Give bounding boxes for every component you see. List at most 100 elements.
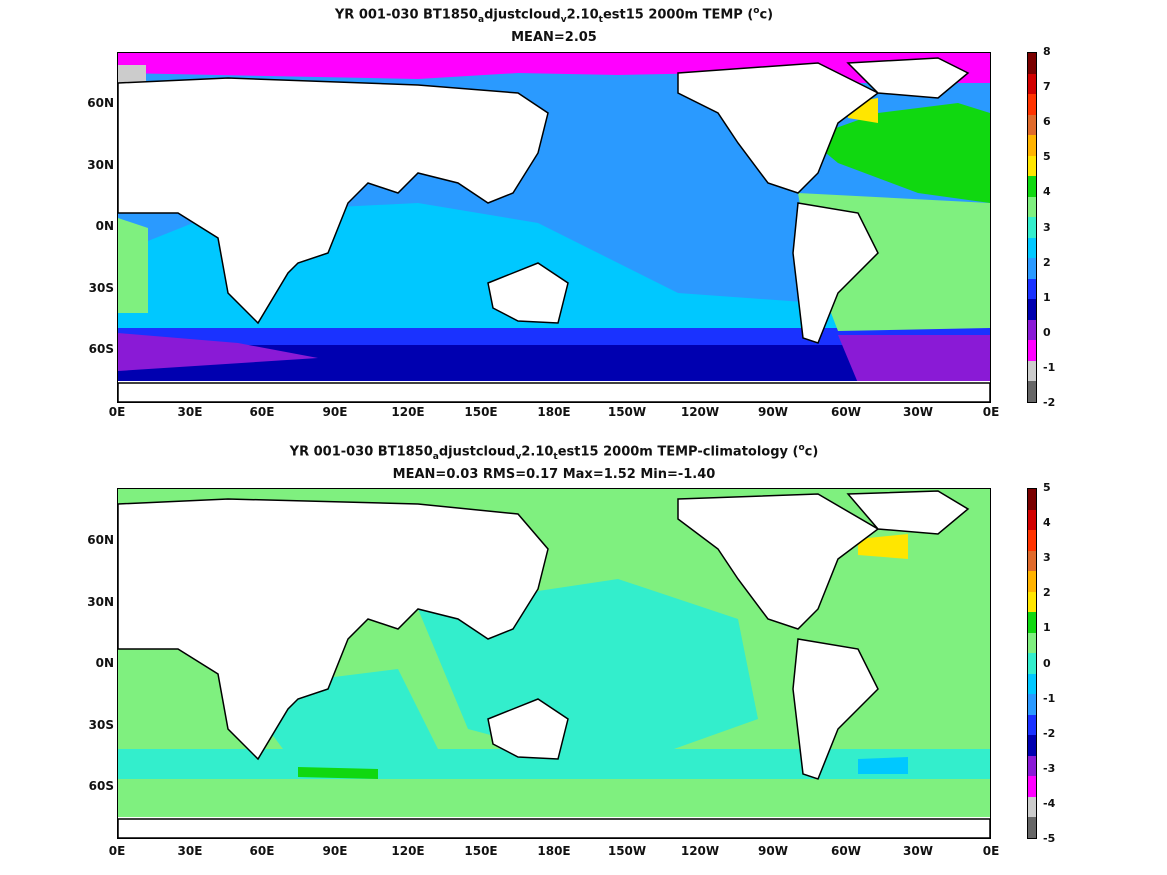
colorbar-tick-label: 4: [1043, 516, 1051, 530]
colorbar-swatch: [1028, 381, 1036, 402]
x2-label-0e: 0E: [108, 844, 126, 858]
colorbar-swatch: [1028, 735, 1036, 756]
colorbar-swatch: [1028, 530, 1036, 551]
x-label-120w: 120W: [680, 405, 720, 419]
y2-label-60s: 60S: [88, 779, 114, 793]
x-label-180e: 180E: [537, 405, 571, 419]
colorbar-swatch: [1028, 53, 1036, 74]
colorbar-swatch: [1028, 258, 1036, 279]
colorbar-temperature: [1027, 52, 1037, 403]
land-australia-2: [487, 698, 569, 760]
colorbar-tick-label: -1: [1043, 360, 1056, 374]
land-greenland: [846, 57, 970, 99]
colorbar-swatch: [1028, 135, 1036, 156]
panel1-subtitle: MEAN=2.05: [511, 30, 597, 45]
colorbar-tick-label: -3: [1043, 761, 1056, 775]
colorbar-swatch: [1028, 319, 1036, 341]
colorbar-tick-label: 0: [1043, 656, 1051, 670]
y-label-0n: 0N: [95, 219, 114, 233]
colorbar-swatch: [1028, 509, 1036, 531]
colorbar-swatch: [1028, 591, 1036, 613]
panel-anomaly: YR 001-030 BT1850adjustcloudv2.10test15 …: [0, 437, 1167, 875]
y2-label-60n: 60N: [87, 533, 114, 547]
x-label-60e: 60E: [249, 405, 275, 419]
x2-label-60w: 60W: [831, 844, 861, 858]
x2-label-150w: 150W: [607, 844, 647, 858]
x-label-30e: 30E: [177, 405, 203, 419]
y2-label-0n: 0N: [95, 656, 114, 670]
colorbar-swatch: [1028, 155, 1036, 177]
colorbar-tick-label: 1: [1043, 290, 1051, 304]
colorbar-swatch: [1028, 114, 1036, 136]
colorbar-swatch: [1028, 73, 1036, 95]
land-australia: [487, 262, 569, 324]
indian-ocean-field: [118, 203, 990, 333]
land-eurasia-africa: [118, 77, 549, 325]
x-label-90w: 90W: [758, 405, 788, 419]
x2-label-30w: 30W: [903, 844, 933, 858]
y2-label-30s: 30S: [88, 718, 114, 732]
y2-label-30n: 30N: [87, 595, 114, 609]
map-temperature: [117, 52, 991, 403]
colorbar-swatch: [1028, 632, 1036, 654]
colorbar-tick-label: 8: [1043, 45, 1051, 58]
x-label-0e-end: 0E: [982, 405, 1000, 419]
colorbar-swatch: [1028, 550, 1036, 572]
panel1-title: YR 001-030 BT1850adjustcloudv2.10test15 …: [334, 6, 774, 25]
land-eurasia-africa-2: [118, 498, 549, 761]
y-label-60s: 60S: [88, 342, 114, 356]
land-north-america-2: [677, 493, 880, 630]
colorbar-tick-label: -2: [1043, 726, 1056, 740]
colorbar-swatch: [1028, 796, 1036, 818]
panel2-title: YR 001-030 BT1850adjustcloudv2.10test15 …: [289, 443, 819, 462]
x2-label-120w: 120W: [680, 844, 720, 858]
x2-label-0e-end: 0E: [982, 844, 1000, 858]
x2-label-30e: 30E: [177, 844, 203, 858]
colorbar-swatch: [1028, 755, 1036, 777]
colorbar-swatch: [1028, 571, 1036, 592]
colorbar-anomaly: [1027, 488, 1037, 839]
x-label-150e: 150E: [464, 405, 498, 419]
land-greenland-2: [846, 490, 970, 535]
colorbar-swatch: [1028, 299, 1036, 320]
colorbar-swatch: [1028, 612, 1036, 633]
colorbar-swatch: [1028, 176, 1036, 197]
colorbar-tick-label: 1: [1043, 621, 1051, 635]
colorbar-swatch: [1028, 673, 1036, 695]
x2-label-150e: 150E: [464, 844, 498, 858]
colorbar-swatch: [1028, 817, 1036, 838]
panel2-subtitle: MEAN=0.03 RMS=0.17 Max=1.52 Min=-1.40: [392, 467, 716, 482]
colorbar-tick-label: 5: [1043, 150, 1051, 164]
colorbar-swatch: [1028, 340, 1036, 361]
colorbar-tick-label: 0: [1043, 325, 1051, 339]
colorbar-swatch: [1028, 360, 1036, 382]
colorbar-tick-label: 6: [1043, 115, 1051, 129]
colorbar-tick-label: 2: [1043, 255, 1051, 269]
colorbar-tick-label: -1: [1043, 691, 1056, 705]
land-antarctica-2: [118, 818, 990, 838]
y-label-30n: 30N: [87, 158, 114, 172]
map-anomaly: [117, 488, 991, 839]
land-south-america: [792, 202, 879, 344]
colorbar-tick-label: -5: [1043, 832, 1056, 845]
colorbar-swatch: [1028, 489, 1036, 510]
atlantic-north: [808, 103, 990, 203]
colorbar-tick-label: 5: [1043, 481, 1051, 494]
land-antarctica: [118, 382, 990, 402]
colorbar-swatch: [1028, 653, 1036, 674]
x-label-120e: 120E: [391, 405, 425, 419]
x-label-90e: 90E: [322, 405, 348, 419]
colorbar-swatch: [1028, 278, 1036, 300]
panel-temperature: YR 001-030 BT1850adjustcloudv2.10test15 …: [0, 0, 1167, 437]
colorbar-tick-label: 3: [1043, 551, 1051, 565]
colorbar-swatch: [1028, 237, 1036, 259]
x-label-60w: 60W: [831, 405, 861, 419]
land-south-america-2: [792, 638, 879, 780]
x2-label-120e: 120E: [391, 844, 425, 858]
colorbar-tick-label: 7: [1043, 80, 1051, 94]
x-label-30w: 30W: [903, 405, 933, 419]
y-label-60n: 60N: [87, 96, 114, 110]
x2-label-90w: 90W: [758, 844, 788, 858]
colorbar-tick-label: 4: [1043, 185, 1051, 199]
colorbar-swatch: [1028, 94, 1036, 115]
